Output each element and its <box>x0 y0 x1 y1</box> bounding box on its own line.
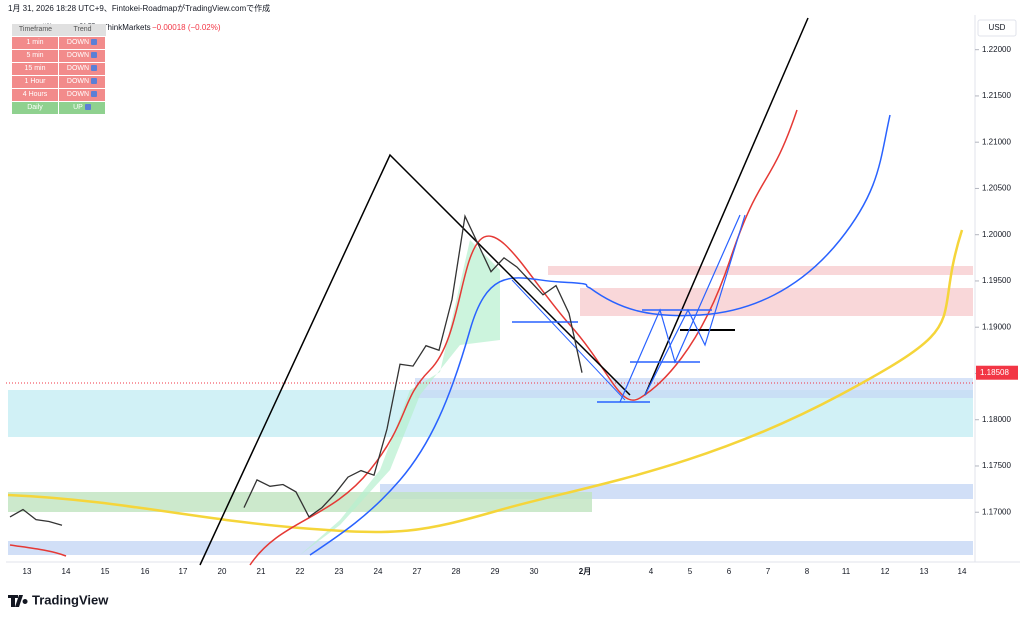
cell-text: 1 Hour <box>24 78 46 85</box>
x-tick-label: 14 <box>62 567 71 576</box>
x-tick-label: 2月 <box>579 567 591 576</box>
trend-line <box>644 17 809 396</box>
arrow-icon <box>91 39 98 46</box>
zone <box>548 266 973 275</box>
trend-line <box>199 153 631 566</box>
x-tick-label: 6 <box>727 567 732 576</box>
table-cell: 5 min <box>12 50 58 62</box>
projection <box>511 279 626 401</box>
cell-text: UP <box>73 104 83 111</box>
caption: 1月 31, 2026 18:28 UTC+9、Fintokei-Roadmap… <box>8 3 270 13</box>
header-cell: Trend <box>73 26 92 33</box>
table-row: 1 Hour DOWN <box>12 76 106 88</box>
logo-icon <box>8 595 28 607</box>
currency[interactable]: USD <box>989 23 1006 32</box>
arrow-icon <box>91 52 98 59</box>
x-tick-label: 8 <box>805 567 810 576</box>
x-tick-label: 21 <box>257 567 266 576</box>
table-cell: 15 min <box>12 63 58 75</box>
zone <box>415 378 973 398</box>
x-tick-label: 30 <box>530 567 539 576</box>
table-cell: DOWN <box>59 76 105 88</box>
x-tick-label: 15 <box>101 567 110 576</box>
x-tick-label: 28 <box>452 567 461 576</box>
table-cell: DOWN <box>59 89 105 101</box>
y-tick-label: 1.19500 <box>982 276 1011 285</box>
y-tick-label: 1.20000 <box>982 230 1011 239</box>
x-tick-label: 13 <box>23 567 32 576</box>
header-cell: Timeframe <box>18 26 53 33</box>
x-tick-label: 13 <box>920 567 929 576</box>
last-price: 1.18508 <box>980 368 1009 377</box>
y-tick-label: 1.20500 <box>982 184 1011 193</box>
table-header: Timeframe Trend <box>12 24 106 36</box>
arrow-icon <box>91 65 98 72</box>
x-tick-label: 27 <box>413 567 422 576</box>
cell-text: DOWN <box>66 91 90 98</box>
currency-box[interactable] <box>977 19 1017 37</box>
table-cell: UP <box>59 102 105 114</box>
table-cell: DOWN <box>59 63 105 75</box>
y-tick-label: 1.18000 <box>982 415 1011 424</box>
table-row: 5 min DOWN <box>12 50 106 62</box>
table-row: 15 min DOWN <box>12 63 106 75</box>
y-tick-label: 1.17000 <box>982 507 1011 516</box>
zone <box>8 492 592 512</box>
x-tick-label: 17 <box>179 567 188 576</box>
cell-text: 4 Hours <box>22 91 48 98</box>
ema-slow <box>309 114 891 556</box>
moving-average <box>7 229 964 534</box>
last-price-box <box>976 365 1018 380</box>
cell-text: 1 min <box>26 39 44 46</box>
table-row: Daily UP <box>12 102 106 114</box>
y-tick-label: 1.17500 <box>982 461 1011 470</box>
cell-text: DOWN <box>66 52 90 59</box>
ema-fast <box>9 109 798 566</box>
projection <box>644 214 746 396</box>
change: −0.00018 (−0.02%) <box>152 23 221 32</box>
x-tick-label: 7 <box>766 567 771 576</box>
table-cell: 1 Hour <box>12 76 58 88</box>
zone <box>8 541 973 555</box>
table-cell: 1 min <box>12 37 58 49</box>
table-row: 4 Hours DOWN <box>12 89 106 101</box>
table-cell: DOWN <box>59 50 105 62</box>
x-tick-label: 22 <box>296 567 305 576</box>
x-tick-label: 4 <box>649 567 654 576</box>
cell-text: 15 min <box>24 65 46 72</box>
trend-table: Timeframe Trend 1 min DOWN 5 min DOWN 15 min DO… <box>12 24 106 115</box>
x-tick-label: 14 <box>958 567 967 576</box>
arrow-icon <box>91 78 98 85</box>
x-tick-label: 12 <box>881 567 890 576</box>
logo: TradingView <box>32 592 109 607</box>
x-tick-label: 16 <box>141 567 150 576</box>
y-tick-label: 1.19000 <box>982 322 1011 331</box>
x-tick-label: 5 <box>688 567 693 576</box>
table-cell: Daily <box>12 102 58 114</box>
x-tick-label: 11 <box>842 567 851 576</box>
table-cell: 4 Hours <box>12 89 58 101</box>
x-tick-label: 23 <box>335 567 344 576</box>
x-tick-label: 24 <box>374 567 383 576</box>
cell-text: DOWN <box>66 39 90 46</box>
projection <box>619 214 741 403</box>
cell-text: Daily <box>27 104 43 111</box>
x-tick-label: 20 <box>218 567 227 576</box>
x-tick-label: 29 <box>491 567 500 576</box>
cell-text: 5 min <box>26 52 44 59</box>
y-tick-label: 1.21500 <box>982 91 1011 100</box>
table-cell: DOWN <box>59 37 105 49</box>
cloud <box>300 240 500 555</box>
y-tick-label: 1.21000 <box>982 137 1011 146</box>
arrow-icon <box>84 104 91 111</box>
arrow-icon <box>91 91 98 98</box>
zone <box>580 288 973 316</box>
cell-text: DOWN <box>66 78 90 85</box>
table-row: 1 min DOWN <box>12 37 106 49</box>
price-line <box>9 213 583 526</box>
y-tick-label: 1.22000 <box>982 45 1011 54</box>
cell-text: DOWN <box>66 65 90 72</box>
